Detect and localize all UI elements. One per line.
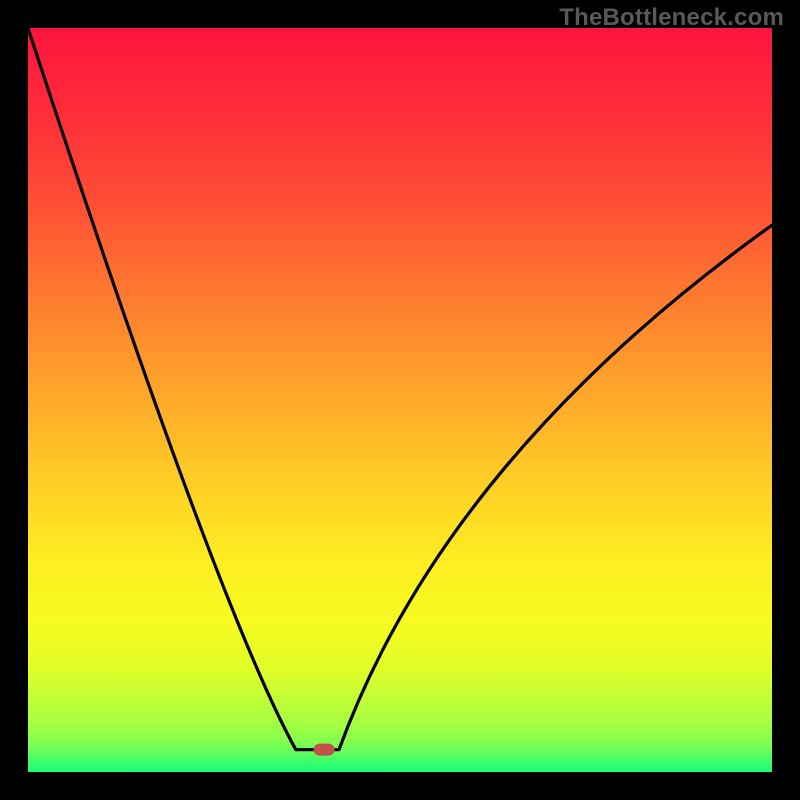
plot-area <box>28 28 772 772</box>
bottleneck-curve <box>28 28 772 772</box>
watermark-text: TheBottleneck.com <box>559 4 784 32</box>
outer-frame: TheBottleneck.com <box>0 0 800 800</box>
bottleneck-point-marker <box>314 743 335 756</box>
